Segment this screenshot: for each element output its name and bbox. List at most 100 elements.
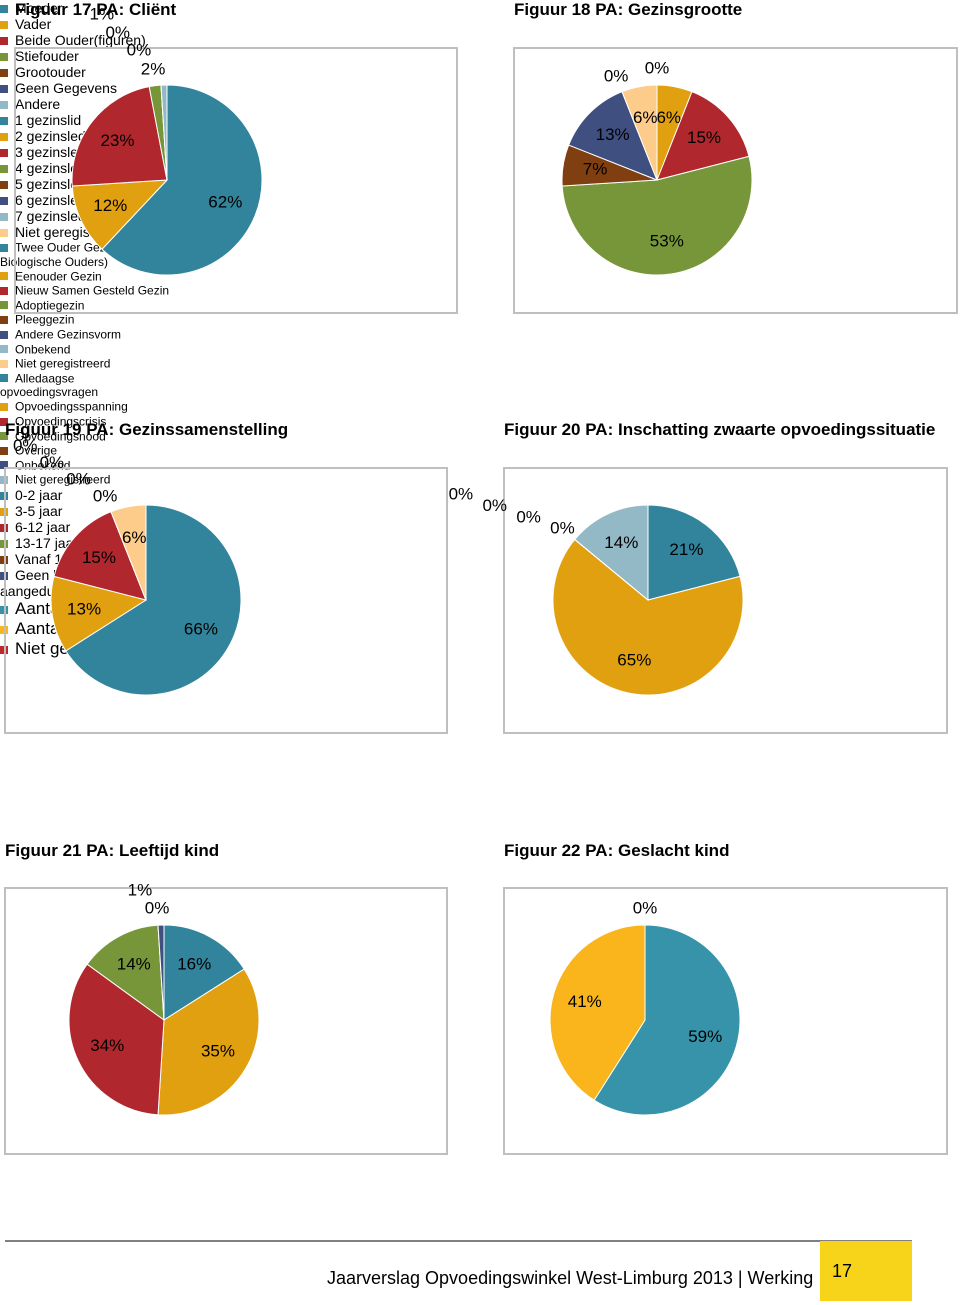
legend-label: Pleeggezin [15,312,75,327]
data-label: 13% [596,125,630,144]
legend-swatch [0,301,8,310]
legend-swatch [0,133,8,141]
legend-label: Opvoedingsspanning [15,399,128,414]
data-label: 41% [568,992,602,1011]
data-label: 0% [550,519,575,538]
legend-label: Niet geregistreerd [15,472,111,487]
chart-frame [503,887,948,1155]
legend-label: 0-2 jaar [15,486,63,503]
legend-label: 3-5 jaar [15,502,63,519]
data-label: 0% [145,899,170,918]
legend-swatch [0,5,8,13]
legend-entry: Grootouder [0,64,160,80]
legend-label: 13-17 jaar [15,534,79,551]
legend-label: Adoptiegezin [15,298,85,313]
legend-label: Andere [15,96,61,112]
legend-label: Eenouder Gezin [15,269,102,284]
data-label: 15% [82,548,116,567]
legend-entry: Adoptiegezin [0,298,175,313]
data-label: 0% [449,484,474,503]
legend-swatch [0,374,8,383]
pie-slice [561,155,753,276]
legend-swatch [0,21,8,29]
chart-title: Figuur 22 PA: Geslacht kind [504,841,730,860]
legend-swatch [0,402,8,411]
legend-label: Andere Gezinsvorm [15,327,122,342]
data-label: 0% [645,58,670,77]
pie-slice [110,504,147,601]
legend-entry: Stiefouder [0,48,160,64]
data-label: 16% [177,955,211,974]
data-label: 21% [669,540,703,559]
data-label: 34% [90,1036,124,1055]
pie-slice [86,924,165,1022]
legend-swatch [0,461,8,470]
legend-label: Stiefouder [15,48,79,64]
legend-label: 2 gezinsleden [15,128,102,144]
data-label: 7% [583,160,608,179]
legend-label: Opvoedingscrisis [15,414,107,429]
legend-swatch [0,272,8,281]
data-label: 59% [688,1027,722,1046]
pie-slice [647,504,741,601]
legend-label: Opvoedingsnood [15,429,106,444]
pie-slice [71,86,168,187]
pie-slice [53,511,147,601]
data-label: 65% [617,651,651,670]
legend-label: Moeder [15,0,63,16]
legend-label: Nieuw Samen Gesteld Gezin [15,283,170,298]
chart-title: Figuur 17 PA: Cliënt [15,0,177,19]
data-label: 35% [201,1041,235,1060]
data-label: 0% [66,470,91,489]
data-label: 14% [117,955,151,974]
pie-slice [549,924,646,1101]
chart-title: Figuur 18 PA: Gezinsgrootte [514,0,743,19]
legend-entry: Eenouder Gezin [0,269,175,284]
page-number: 17 [820,1241,912,1301]
chart-title: Figuur 21 PA: Leeftijd kind [5,841,220,860]
chart-title: Figuur 19 PA: Gezinssamenstelling [5,420,289,439]
legend-entry: Onbekend [0,342,175,357]
legend-swatch [0,149,8,157]
data-label: 0% [604,66,629,85]
data-label: 6% [633,108,658,127]
data-label: 0% [13,436,38,455]
pie-slice [160,84,168,181]
legend-swatch [0,69,8,77]
pie-slice [71,179,169,250]
chart-frame [4,467,448,734]
data-label: 2% [141,59,166,78]
legend-entry: Vader [0,16,160,32]
legend-entry: 2 gezinsleden [0,128,145,144]
legend-label: Beide Ouder(figuren) [15,32,146,48]
pie-slice [568,91,658,181]
data-label: 0% [127,41,152,60]
legend-swatch [0,213,8,221]
legend-entry: Alledaagse opvoedingsvragen [0,371,160,399]
legend-swatch [0,330,8,339]
pie-slice [50,575,148,652]
data-label: 0% [93,486,118,505]
legend-swatch [0,359,8,368]
data-label: 0% [516,507,541,526]
data-label: 0% [105,23,130,42]
data-label: 14% [604,533,638,552]
legend-swatch [0,315,8,324]
chart-frame [4,887,448,1155]
legend-swatch [0,417,8,426]
pie-slice [157,924,165,1021]
pie-slice [574,504,649,602]
legend-swatch [0,229,8,237]
legend-swatch [0,53,8,61]
data-label: 15% [687,128,721,147]
data-label: 53% [650,231,684,250]
legend-label: Grootouder [15,64,86,80]
legend-swatch [0,117,8,125]
footer-text: Jaarverslag Opvoedingswinkel West-Limbur… [327,1268,814,1288]
legend-swatch [0,345,8,354]
legend-label: Onbekend [15,342,71,357]
legend-entry: Moeder [0,0,160,16]
data-label: 0% [482,496,507,515]
